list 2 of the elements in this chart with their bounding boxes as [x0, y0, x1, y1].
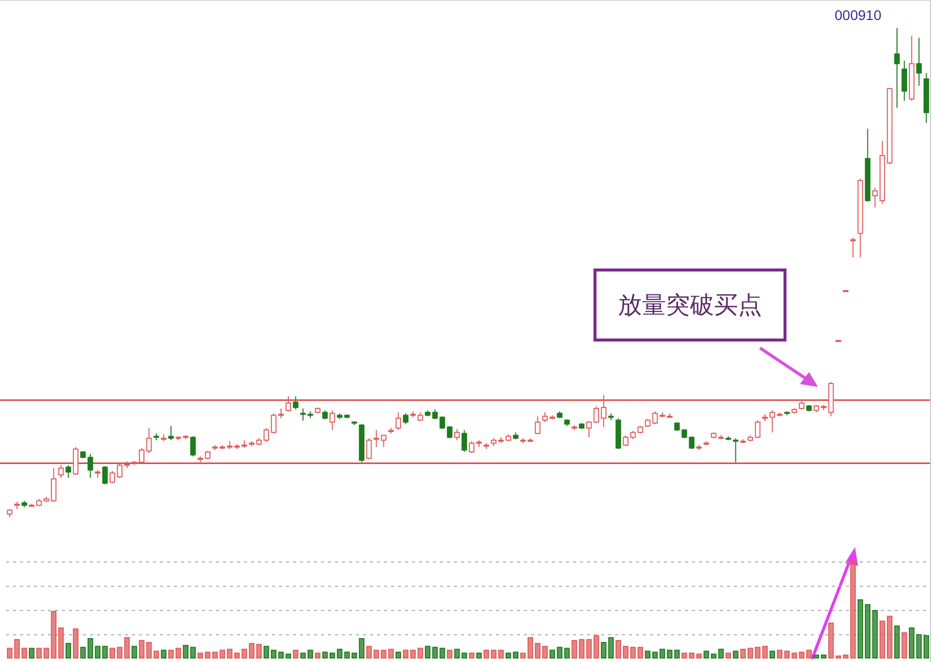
annotation: 放量突破买点 — [618, 291, 762, 319]
text: 000910 — [834, 7, 882, 23]
